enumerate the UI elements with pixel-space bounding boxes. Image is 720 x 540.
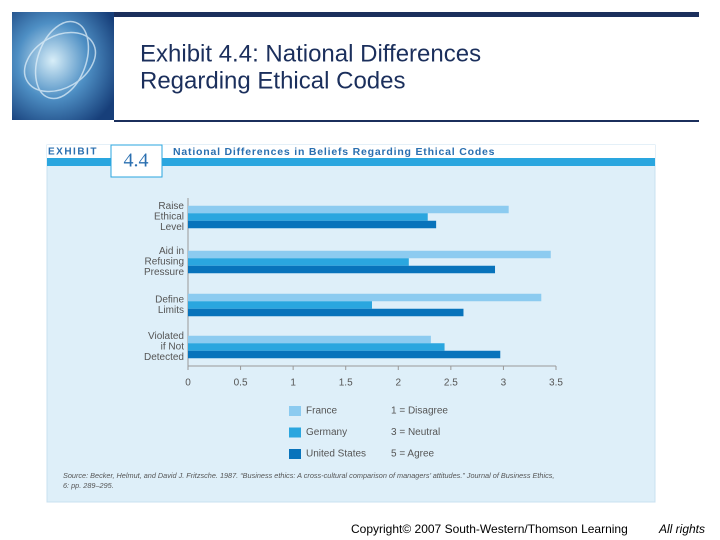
category-label: Raise bbox=[158, 201, 184, 212]
bar bbox=[188, 250, 551, 259]
panel-header bbox=[47, 145, 655, 159]
category-label: Detected bbox=[144, 352, 184, 363]
bar bbox=[188, 220, 437, 229]
category-label: Refusing bbox=[145, 257, 184, 268]
bar bbox=[188, 213, 428, 221]
scale-note: 3 = Neutral bbox=[391, 427, 440, 438]
category-label: Level bbox=[160, 222, 184, 233]
top-rule bbox=[114, 12, 699, 17]
source-note: Source: Becker, Helmut, and David J. Fri… bbox=[63, 471, 554, 480]
legend-label: Germany bbox=[306, 427, 347, 438]
source-note: 6: pp. 289–295. bbox=[63, 481, 114, 490]
x-tick-label: 3.5 bbox=[549, 378, 563, 389]
exhibit-box bbox=[110, 144, 163, 178]
bar bbox=[188, 301, 372, 309]
category-label: Limits bbox=[158, 305, 184, 316]
category-label: Pressure bbox=[144, 267, 184, 278]
image-swirl bbox=[23, 20, 97, 100]
scale-note: 5 = Agree bbox=[391, 449, 435, 460]
x-tick-label: 1.5 bbox=[339, 378, 353, 389]
chart-panel bbox=[46, 144, 656, 503]
legend-label: United States bbox=[306, 449, 366, 460]
slide-title: Regarding Ethical Codes bbox=[140, 67, 406, 94]
bar bbox=[188, 258, 409, 266]
category-label: Violated bbox=[148, 331, 184, 342]
legend-swatch bbox=[289, 449, 301, 459]
bar bbox=[188, 265, 496, 274]
header-band bbox=[47, 158, 655, 166]
bottom-rule bbox=[114, 120, 699, 122]
x-tick-label: 1 bbox=[290, 378, 296, 389]
category-label: if Not bbox=[161, 342, 185, 353]
x-tick-label: 3 bbox=[501, 378, 507, 389]
bar bbox=[188, 350, 501, 359]
bar bbox=[188, 343, 445, 351]
legend-swatch bbox=[289, 427, 301, 438]
bar bbox=[188, 335, 431, 344]
x-tick-label: 0 bbox=[185, 378, 191, 389]
bar bbox=[188, 293, 542, 302]
category-label: Aid in bbox=[159, 246, 184, 257]
rights: All rights bbox=[658, 522, 705, 536]
x-tick-label: 2 bbox=[396, 378, 402, 389]
x-tick-label: 2.5 bbox=[444, 378, 458, 389]
x-tick-label: 0.5 bbox=[234, 378, 248, 389]
category-label: Define bbox=[155, 294, 184, 305]
legend-label: France bbox=[306, 406, 338, 417]
bar bbox=[188, 308, 464, 317]
chart-title: National Differences in Beliefs Regardin… bbox=[173, 146, 495, 158]
bar bbox=[188, 205, 509, 214]
legend-swatch bbox=[289, 406, 301, 416]
exhibit-label: EXHIBIT bbox=[48, 147, 98, 158]
slide-title: Exhibit 4.4: National Differences bbox=[140, 40, 481, 67]
header-image bbox=[12, 12, 114, 120]
category-label: Ethical bbox=[154, 212, 184, 223]
exhibit-number: 4.4 bbox=[124, 150, 149, 172]
copyright: Copyright© 2007 South-Western/Thomson Le… bbox=[351, 522, 628, 536]
scale-note: 1 = Disagree bbox=[391, 406, 448, 417]
